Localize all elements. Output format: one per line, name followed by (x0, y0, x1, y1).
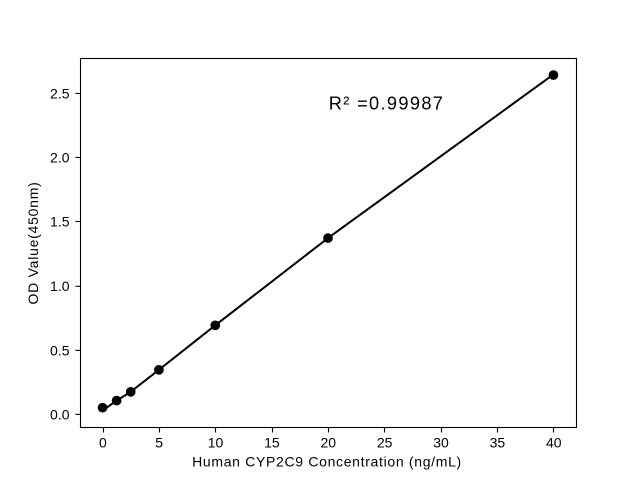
svg-text:15: 15 (264, 435, 280, 451)
svg-text:1.5: 1.5 (50, 214, 70, 230)
svg-text:R² =0.99987: R² =0.99987 (329, 94, 444, 114)
svg-text:0.5: 0.5 (50, 342, 70, 358)
svg-text:Human CYP2C9 Concentration (ng: Human CYP2C9 Concentration (ng/mL) (192, 454, 462, 470)
svg-text:25: 25 (377, 435, 393, 451)
svg-text:40: 40 (546, 435, 562, 451)
svg-text:2.5: 2.5 (50, 85, 70, 101)
svg-text:10: 10 (208, 435, 224, 451)
svg-text:2.0: 2.0 (50, 149, 70, 165)
svg-text:0: 0 (99, 435, 107, 451)
svg-text:20: 20 (321, 435, 337, 451)
svg-text:35: 35 (490, 435, 506, 451)
svg-text:5: 5 (155, 435, 163, 451)
svg-text:1.0: 1.0 (50, 278, 70, 294)
svg-text:30: 30 (433, 435, 449, 451)
svg-text:OD Value(450nm): OD Value(450nm) (25, 181, 41, 304)
svg-text:0.0: 0.0 (50, 406, 70, 422)
